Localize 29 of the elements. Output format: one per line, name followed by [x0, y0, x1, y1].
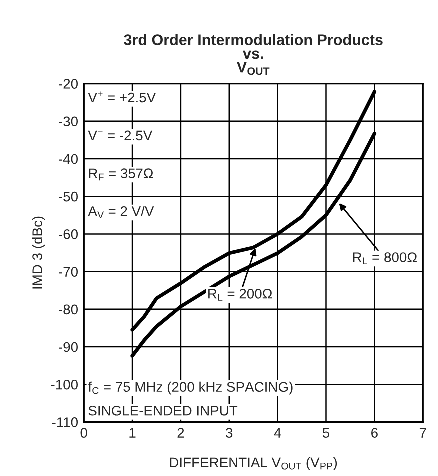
y-axis-title: IMD 3 (dBc)	[32, 216, 46, 289]
annotation: V$^{−}$ = -2.5V	[88, 130, 153, 141]
x-tick-label: 7	[420, 428, 426, 438]
annotation: R$_{F}$ = 357Ω	[89, 168, 154, 181]
y-tick-label: -100	[51, 380, 78, 390]
y-tick-label: -50	[59, 192, 78, 202]
y-tick-label: -20	[59, 79, 78, 89]
y-tick-label: -110	[52, 418, 78, 428]
y-tick-label: -70	[59, 267, 78, 277]
x-tick-label: 6	[372, 428, 378, 438]
y-tick-label: -90	[59, 342, 78, 352]
x-tick-label: 2	[178, 428, 184, 438]
y-tick-label: -40	[59, 154, 78, 164]
x-axis-title: DIFFERENTIAL V$_{OUT}$ (V$_{PP}$)	[170, 457, 338, 470]
x-tick-label: 1	[130, 428, 136, 438]
x-tick-label: 3	[226, 428, 233, 438]
y-tick-label: -60	[59, 230, 78, 240]
x-tick-label: 0	[80, 428, 88, 438]
chart-title: 3rd Order Intermodulation Products vs. V$_{OUT}$	[124, 34, 383, 76]
annotation: R$_{L}$ = 200Ω	[208, 288, 272, 301]
x-tick-label: 4	[274, 428, 282, 438]
annotation: f$_{C}$ = 75 MHz (200 kHz SPACING)	[88, 382, 293, 395]
y-tick-label: -30	[59, 116, 78, 127]
annotation: R$_{L}$ = 800Ω	[353, 252, 417, 264]
annotation: V$^{+}$ = +2.5V	[88, 92, 156, 103]
annotation: A$_{V}$ = 2 V/V	[88, 206, 154, 218]
annotation: SINGLE-ENDED INPUT	[88, 406, 238, 416]
x-tick-label: 5	[322, 428, 330, 438]
y-tick-label: -80	[59, 304, 78, 315]
